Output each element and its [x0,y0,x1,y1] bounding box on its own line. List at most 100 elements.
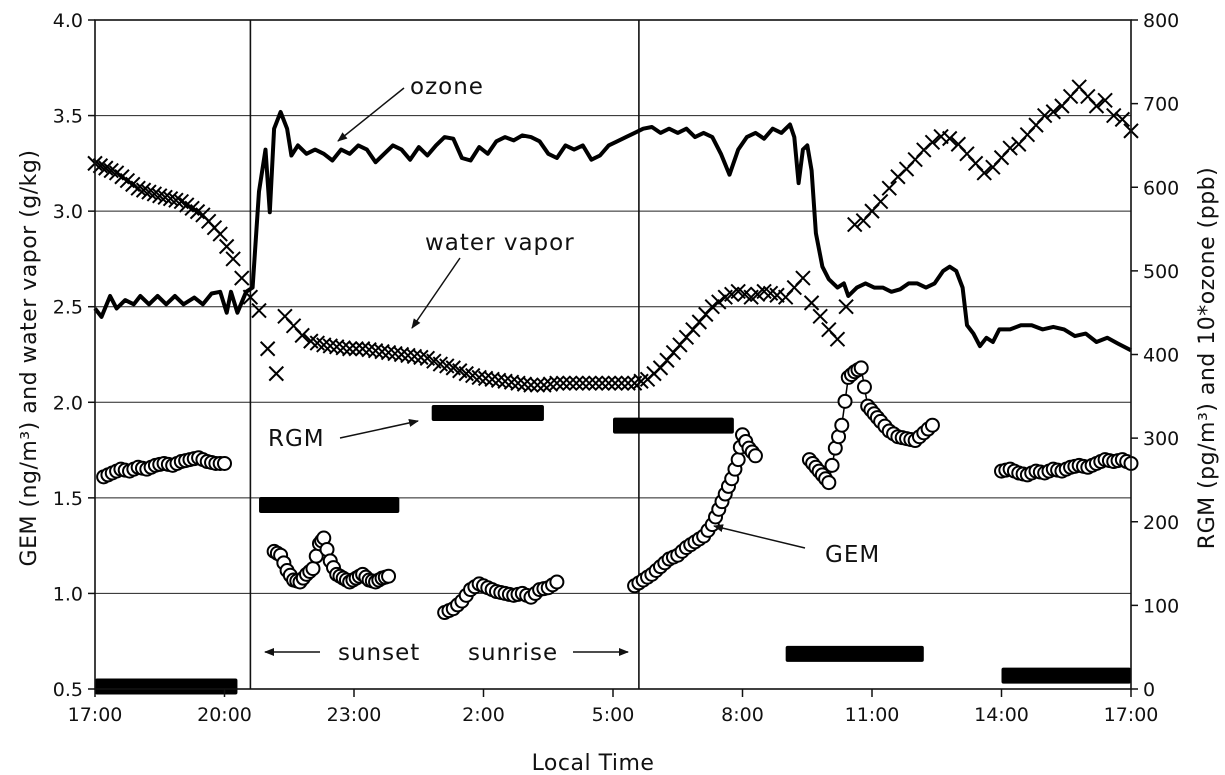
water-vapor-marker [234,270,250,286]
water-vapor-marker [259,341,276,357]
left-tick-label: 3.0 [53,201,83,223]
water-vapor-marker [613,375,630,391]
water-vapor-marker [212,226,228,242]
x-tick-label: 20:00 [197,704,252,726]
gem-marker [853,360,869,376]
rgm-bar [613,417,734,434]
water-vapor-marker [795,270,811,286]
day-night-boundaries [249,20,640,689]
gem-marker [747,448,763,464]
water-vapor-marker [348,341,364,357]
water-vapor-marker [523,377,539,393]
water-vapor-marker [588,375,604,391]
water-vapor-marker [976,165,992,181]
water-vapor-marker [471,369,487,386]
water-vapor-marker [329,339,345,355]
ozone-label: ozone [410,74,484,100]
water-vapor-marker [620,375,636,391]
right-tick-label: 200 [1143,512,1179,534]
water-vapor-marker [549,375,565,391]
water-vapor-marker [941,130,958,147]
water-vapor-marker [135,182,152,198]
water-vapor-marker [529,377,546,393]
right-tick-label: 800 [1143,10,1179,32]
water-vapor-marker [1002,140,1018,156]
x-tick-label: 11:00 [845,704,900,726]
water-vapor-marker [536,377,552,393]
water-vapor-label: water vapor [425,230,575,256]
x-tick-label: 8:00 [721,704,764,726]
rgm-bar [259,497,400,514]
water-vapor-marker [1036,107,1053,124]
water-vapor-marker [477,370,494,387]
water-vapor-marker [251,302,267,319]
water-vapor-marker [168,192,184,208]
rgm-annotation: RGM [268,419,419,452]
x-axis-title: Local Time [532,751,655,775]
water-vapor-marker [581,375,597,391]
rgm-bar [431,405,544,422]
water-vapor-marker [1097,92,1113,108]
water-vapor-marker [872,193,889,210]
water-vapor-marker [98,160,114,176]
rgm-bar [95,678,238,695]
right-tick-label: 700 [1143,94,1179,116]
gem-marker [824,457,840,473]
sunrise-annotation: sunrise [468,640,629,666]
water-vapor-marker [361,342,377,358]
water-vapor-marker [829,331,846,347]
water-vapor-marker [924,134,941,151]
x-tick-label: 17:00 [1104,704,1159,726]
gem-marker [305,561,321,577]
water-vapor-marker [400,347,416,364]
gem-annotation: GEM [713,524,879,568]
gem-marker [837,393,853,409]
left-tick-label: 1.5 [53,488,83,510]
left-tick-label: 4.0 [53,10,83,32]
water-vapor-marker [516,376,533,392]
water-vapor-marker [387,345,403,362]
water-vapor-marker [600,375,617,391]
water-vapor-marker [367,342,384,359]
water-vapor-marker [374,343,390,360]
water-vapor-marker [294,327,310,344]
water-vapor-marker [1114,111,1131,128]
water-vapor-marker [380,344,397,361]
rgm-bar [1001,667,1131,684]
x-tick-label: 23:00 [327,704,382,726]
x-tick-label: 2:00 [462,704,505,726]
water-vapor-marker [341,341,358,357]
gem-marker [549,574,565,590]
water-vapor-marker [812,308,828,324]
right-tick-label: 400 [1143,345,1179,367]
ozone-line [93,110,1132,353]
axis-ticks: 0.5 1.0 1.5 2.0 2.5 3.0 3.5 4.0 0 100 200 300 400 500… [53,10,1179,726]
series-layer [87,79,1139,695]
water-vapor-marker [242,289,259,305]
water-vapor-marker [490,372,507,389]
water-vapor-marker [316,337,332,353]
gem-marker [821,475,837,491]
water-vapor-marker [704,299,720,315]
right-tick-label: 500 [1143,261,1179,283]
water-vapor-marker [711,294,727,310]
water-vapor-annotation: water vapor [411,230,575,329]
water-vapor-marker [497,373,513,389]
right-tick-label: 0 [1143,679,1155,701]
water-vapor-marker [130,180,146,196]
water-vapor-marker [141,184,157,200]
water-vapor-marker [847,216,863,233]
left-tick-label: 1.0 [53,583,83,605]
x-tick-label: 14:00 [974,704,1029,726]
water-vapor-marker [393,346,410,363]
water-vapor-marker [218,238,235,255]
water-vapor-marker [594,375,610,391]
left-tick-label: 2.5 [53,297,83,319]
water-vapor-marker [838,299,854,315]
x-tick-label: 17:00 [68,704,123,726]
water-vapor-arrow [411,257,461,329]
water-vapor-marker [413,349,429,366]
right-tick-label: 600 [1143,177,1179,199]
x-tick-label: 5:00 [592,704,635,726]
water-vapor-marker [484,371,500,388]
